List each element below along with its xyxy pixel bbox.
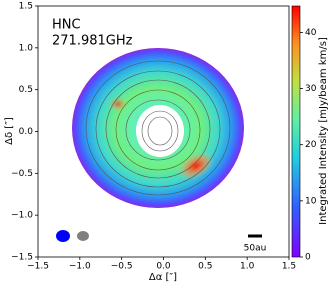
inner-hole <box>136 105 184 157</box>
y-tick-label: −0.5 <box>11 169 33 179</box>
y-tick-label: 0.0 <box>19 127 34 137</box>
colorbar-tick-label: 0 <box>305 253 311 263</box>
title: HNC <box>52 18 81 33</box>
y-tick-label: −1.0 <box>11 211 33 221</box>
x-tick-label: −1.0 <box>69 262 91 272</box>
colorbar-label: Integrated Intensity [mJy/beam km/s] <box>318 37 329 225</box>
colorbar <box>291 5 301 258</box>
x-tick-label: −0.5 <box>111 262 133 272</box>
image-map <box>72 48 244 208</box>
y-tick-label: 1.5 <box>19 2 33 12</box>
y-tick-label: 1.0 <box>19 43 34 53</box>
beam <box>56 230 70 242</box>
x-tick-label: 1.0 <box>240 262 255 272</box>
colorbar-tick-label: 20 <box>305 140 317 150</box>
beam <box>77 231 89 241</box>
hot-spot <box>108 96 128 112</box>
x-tick-label: −1.5 <box>27 262 49 272</box>
y-axis-label: Δδ [″] <box>4 117 15 145</box>
y-tick-label: −1.5 <box>11 253 33 263</box>
subtitle: 271.981GHz <box>52 34 133 49</box>
y-tick-label: 0.5 <box>19 85 33 95</box>
colorbar-tick-label: 10 <box>305 196 317 206</box>
x-tick-label: 0.5 <box>198 262 212 272</box>
x-tick-label: 1.5 <box>282 262 296 272</box>
scale-bar-label: 50au <box>244 244 267 254</box>
x-axis-label: Δα [″] <box>149 272 177 283</box>
x-tick-label: 0.0 <box>156 262 171 272</box>
colorbar-tick-label: 40 <box>305 28 317 38</box>
colorbar-tick-label: 30 <box>305 84 317 94</box>
contours <box>85 60 231 196</box>
